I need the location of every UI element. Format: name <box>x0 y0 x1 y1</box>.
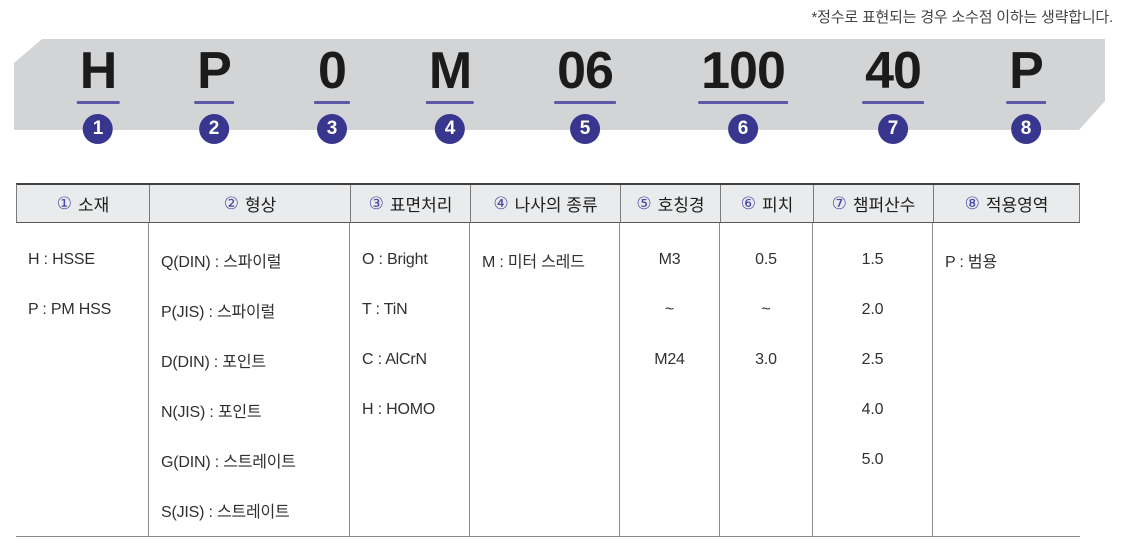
code-char: 100 <box>701 42 786 100</box>
code-number-badge: 2 <box>199 114 229 144</box>
code-underline <box>1006 101 1046 104</box>
code-char: 0 <box>318 42 347 100</box>
code-number-badge: 5 <box>570 114 600 144</box>
table-column: O : Bright T : TiN C : AlCrN H : HOMO <box>350 223 470 536</box>
code-number-badge: 6 <box>727 114 758 144</box>
header-label: 호칭경 <box>657 196 705 215</box>
code-underline <box>554 101 616 104</box>
table-cell-item: H : HOMO <box>362 401 436 418</box>
table-cell-item: 4.0 <box>861 401 884 418</box>
table-cell-item: 2.0 <box>861 301 884 318</box>
table-cell-item: 0.5 <box>755 251 777 268</box>
table-cell-item: M3 <box>658 251 681 268</box>
code-banner <box>14 39 1105 130</box>
table-cell-item: D(DIN) : 포인트 <box>161 354 266 371</box>
table-body: H : HSSE P : PM HSS Q(DIN) : 스파이럴 P(JIS) : … <box>16 223 1080 537</box>
code-char: P <box>1009 42 1044 100</box>
table-header-cell: ⑧ 적용영역 <box>934 185 1079 222</box>
table-cell-item: C : AlCrN <box>362 351 427 368</box>
code-char: P <box>197 42 232 100</box>
table-cell-item: ~ <box>761 301 771 318</box>
table-cell-item: ~ <box>664 301 675 318</box>
table-cell-item: O : Bright <box>362 251 428 268</box>
header-label: 형상 <box>244 196 277 215</box>
table-column: Q(DIN) : 스파이럴 P(JIS) : 스파이럴 D(DIN) : 포인트 N(… <box>149 223 350 536</box>
table-column: 1.5 2.0 2.5 4.0 5.0 <box>813 223 933 536</box>
code-underline <box>698 101 788 104</box>
code-number-badge: 8 <box>1011 114 1041 144</box>
table-cell-item: M24 <box>654 351 685 368</box>
table-cell-item: T : TiN <box>362 301 408 318</box>
code-number-badge: 3 <box>317 114 347 144</box>
header-number: ⑦ <box>831 193 847 213</box>
code-number-badge: 7 <box>878 114 908 144</box>
table-column: H : HSSE P : PM HSS <box>16 223 149 536</box>
table-cell-item: Q(DIN) : 스파이럴 <box>161 254 282 271</box>
table-column: P : 범용 <box>933 223 1080 536</box>
header-number: ④ <box>493 193 509 213</box>
table-cell-item: 5.0 <box>861 451 884 468</box>
code-char: 40 <box>865 42 922 100</box>
header-label: 나사의 종류 <box>514 196 598 215</box>
table-cell-item: S(JIS) : 스트레이트 <box>161 504 290 521</box>
header-number: ⑤ <box>636 193 652 213</box>
table-cell-item: M : 미터 스레드 <box>482 254 585 271</box>
code-char: M <box>428 42 472 100</box>
header-number: ⑧ <box>964 193 980 213</box>
code-items: H 1 P 2 0 3 M 4 06 5 100 6 40 7 P 8 <box>0 0 1121 160</box>
table-header-cell: ③ 표면처리 <box>351 185 471 222</box>
header-label: 표면처리 <box>389 196 453 215</box>
table-column: 0.5 ~3.0 <box>720 223 813 536</box>
table-column: M : 미터 스레드 <box>470 223 620 536</box>
code-underline <box>194 101 234 104</box>
code-number-badge: 1 <box>83 114 113 144</box>
code-underline <box>425 101 475 104</box>
header-number: ③ <box>368 193 384 213</box>
header-number: ① <box>56 193 72 213</box>
header-label: 챔퍼산수 <box>852 196 916 215</box>
header-label: 피치 <box>761 196 794 215</box>
table-cell-item: 3.0 <box>755 351 777 368</box>
spec-table: ① 소재 ② 형상 ③ 표면처리 ④ 나사의 종류 ⑤ 호칭경 ⑥ 피치 ⑦ 챔퍼산수 ⑧ 적용영역 H : … <box>16 183 1080 537</box>
banner-code-item: 06 5 <box>554 42 616 144</box>
table-cell-item: 2.5 <box>861 351 884 368</box>
code-underline <box>862 101 924 104</box>
table-header-cell: ⑦ 챔퍼산수 <box>814 185 934 222</box>
footnote: *정수로 표현되는 경우 소수점 이하는 생략합니다. <box>811 9 1114 26</box>
table-cell-item: G(DIN) : 스트레이트 <box>161 454 296 471</box>
header-label: 소재 <box>77 196 110 215</box>
header-label: 적용영역 <box>985 196 1049 215</box>
header-number: ② <box>223 193 239 213</box>
code-underline <box>76 101 120 104</box>
table-column: M3 ~ M24 <box>620 223 720 536</box>
table-header-cell: ② 형상 <box>150 185 351 222</box>
table-cell-item: P(JIS) : 스파이럴 <box>161 304 276 321</box>
table-header-cell: ⑤ 호칭경 <box>621 185 721 222</box>
table-cell-item: H : HSSE <box>28 251 95 268</box>
table-header-cell: ④ 나사의 종류 <box>471 185 621 222</box>
table-cell-item: P : PM HSS <box>28 301 112 318</box>
banner-code-item: 100 6 <box>698 42 788 144</box>
table-cell-item: N(JIS) : 포인트 <box>161 404 262 421</box>
table-cell-item: 1.5 <box>861 251 884 268</box>
table-header-cell: ⑥ 피치 <box>721 185 814 222</box>
table-header-cell: ① 소재 <box>17 185 150 222</box>
code-char: 06 <box>557 42 614 100</box>
table-header-row: ① 소재 ② 형상 ③ 표면처리 ④ 나사의 종류 ⑤ 호칭경 ⑥ 피치 ⑦ 챔퍼산수 ⑧ 적용영역 <box>16 183 1080 223</box>
header-number: ⑥ <box>740 193 756 213</box>
code-number-badge: 4 <box>434 114 465 144</box>
code-underline <box>314 101 350 104</box>
code-char: H <box>79 42 118 100</box>
banner-code-item: 40 7 <box>862 42 924 144</box>
table-cell-item: P : 범용 <box>945 254 997 271</box>
